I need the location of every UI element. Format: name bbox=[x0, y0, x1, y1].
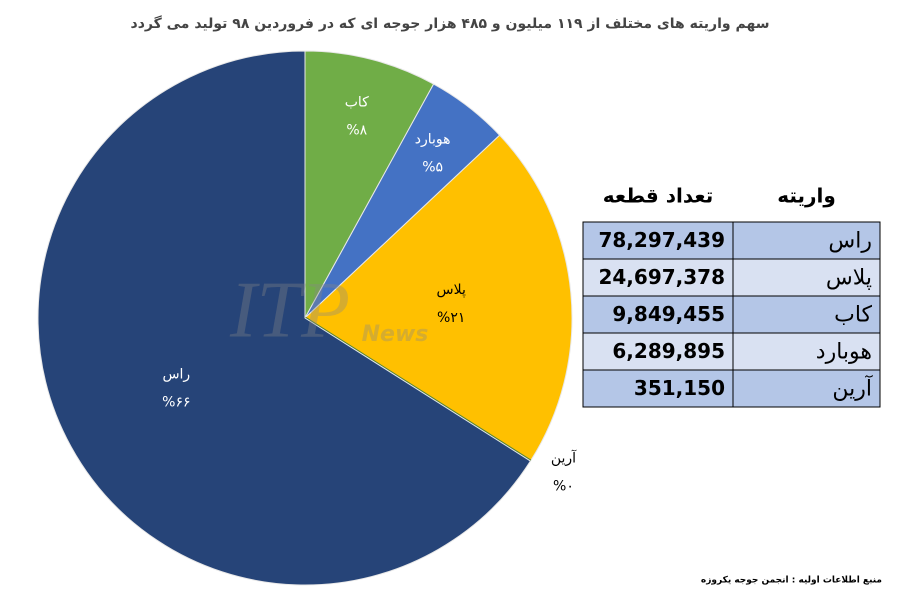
source-note: منبع اطلاعات اولیه : انجمن جوجه یکروزه bbox=[701, 576, 882, 586]
table-header: واریته bbox=[777, 184, 836, 208]
table-text: 351,150 bbox=[634, 376, 725, 400]
table-text: 6,289,895 bbox=[612, 339, 725, 363]
value-label: %۰ bbox=[553, 479, 574, 495]
slice-label: پلاس bbox=[437, 282, 466, 298]
slice-label: کاب bbox=[345, 94, 369, 110]
table-cell bbox=[732, 369, 881, 408]
value-label: %۸ bbox=[346, 122, 367, 138]
pie-slice bbox=[304, 50, 435, 319]
slice-label: آرین bbox=[551, 450, 577, 467]
watermark: News bbox=[362, 322, 429, 347]
table-text: آرین bbox=[832, 375, 872, 402]
slice-label: راس bbox=[162, 367, 190, 383]
value-label: %۶۶ bbox=[162, 395, 190, 411]
pie-slice bbox=[304, 134, 573, 462]
table-cell bbox=[582, 332, 734, 371]
value-label: %۲۱ bbox=[437, 310, 465, 326]
table-text: راس bbox=[828, 229, 872, 254]
table-text: کاب bbox=[834, 303, 872, 328]
pie-slice bbox=[37, 50, 532, 586]
table-text: 24,697,378 bbox=[598, 265, 725, 289]
table-cell bbox=[582, 295, 734, 334]
table-text: 9,849,455 bbox=[612, 302, 725, 326]
table-header: تعداد قطعه bbox=[603, 184, 713, 208]
chart-title: سهم واریته های مختلف از ۱۱۹ میلیون و ۴۸۵… bbox=[131, 15, 770, 32]
watermark: ITP bbox=[229, 266, 350, 354]
table-cell bbox=[732, 332, 881, 371]
table-cell bbox=[582, 369, 734, 408]
table-text: پلاس bbox=[826, 266, 872, 291]
table-text: هوبارد bbox=[816, 340, 872, 365]
table-text: 78,297,439 bbox=[598, 228, 725, 252]
value-label: %۵ bbox=[422, 159, 443, 175]
slice-label: هوبارد bbox=[415, 131, 451, 147]
table-cell bbox=[582, 258, 734, 297]
